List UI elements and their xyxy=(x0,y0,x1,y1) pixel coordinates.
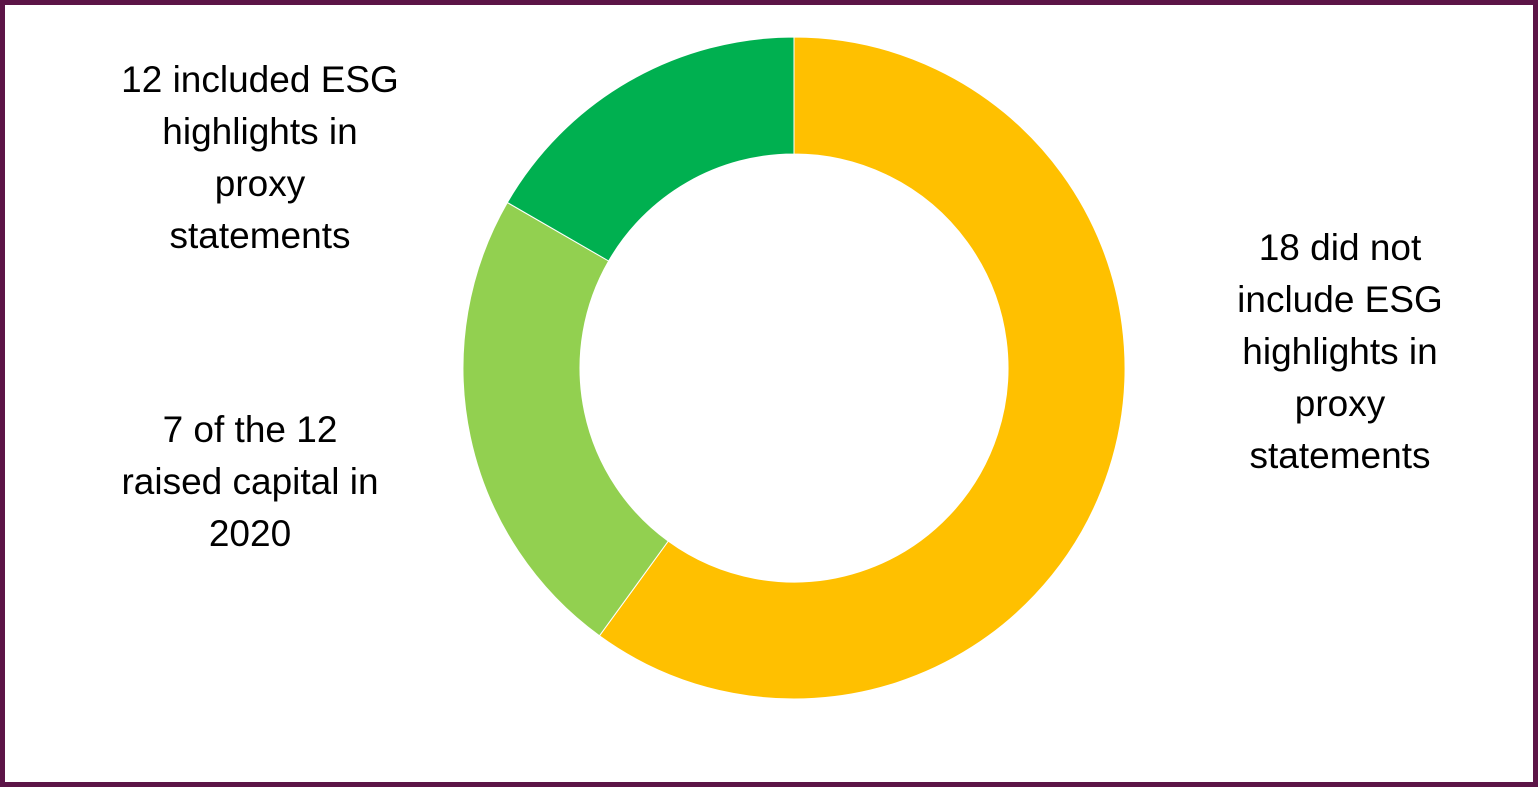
slice-label-not-included: 18 did not include ESG highlights in pro… xyxy=(1237,227,1443,476)
donut-chart xyxy=(462,36,1126,700)
slice-label-included: 12 included ESG highlights in proxy stat… xyxy=(121,59,399,256)
slice-not-included xyxy=(598,36,1126,700)
slice-label-raised-capital: 7 of the 12 raised capital in 2020 xyxy=(121,409,379,554)
slice-raised-capital xyxy=(462,201,669,637)
slice-included xyxy=(506,36,795,262)
